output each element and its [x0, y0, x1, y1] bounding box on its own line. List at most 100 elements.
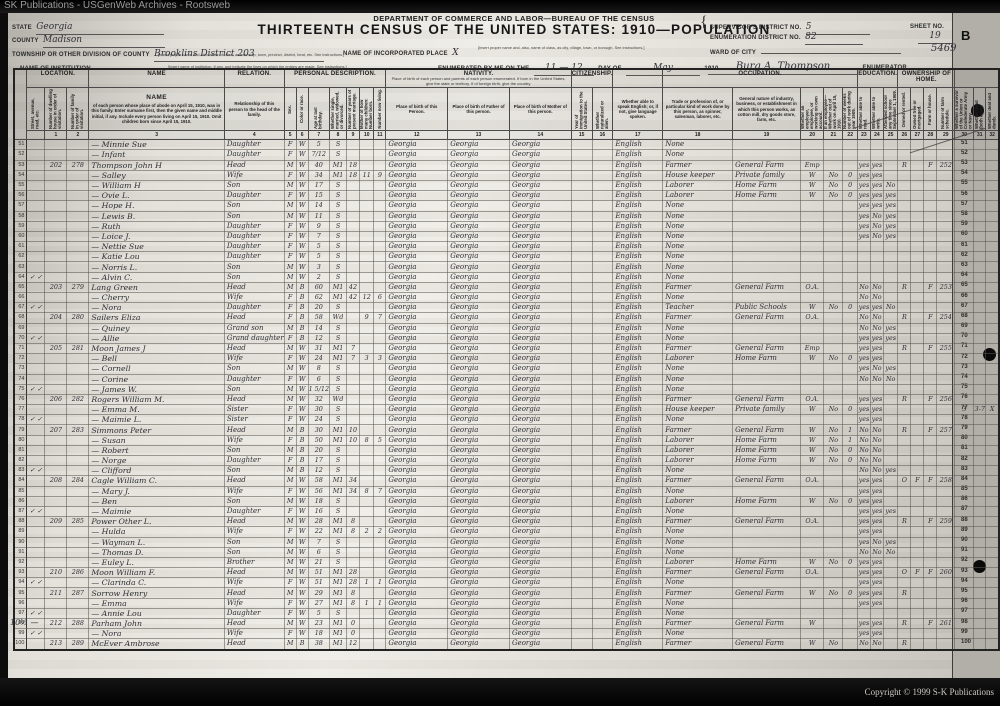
cell [842, 342, 858, 355]
cell: Son [223, 210, 285, 222]
table-row: 86— Ben Son M W 18 S Georgia Georgia Georgia Engl… [13, 495, 1000, 507]
column-group-header: OCCUPATION. [662, 68, 858, 89]
cell [66, 271, 90, 283]
cell: None [662, 139, 734, 151]
cell [856, 241, 871, 253]
cell [936, 597, 956, 609]
cell: No [882, 373, 899, 385]
cell [823, 414, 844, 426]
cell [985, 373, 1000, 385]
cell [954, 567, 975, 579]
cell [897, 261, 912, 273]
cell: M [283, 587, 297, 599]
cell: B [295, 454, 309, 467]
cell: 20 [307, 302, 331, 314]
cell [910, 251, 925, 263]
cell: 24 [307, 414, 331, 426]
cell [973, 383, 987, 395]
cell: 12 [307, 465, 331, 477]
cell [373, 556, 387, 569]
cell [346, 139, 360, 151]
cell: Georgia [385, 200, 449, 212]
cell [923, 291, 938, 304]
cell [591, 179, 614, 192]
cell [732, 597, 801, 609]
cell [799, 485, 825, 497]
cell [973, 353, 987, 365]
cell [799, 373, 825, 385]
cell: yes [869, 567, 884, 579]
table-row: 76 206 282 Rogers William M. Head M W 32 Wd Georg… [13, 393, 1000, 406]
cell: 7 [373, 312, 387, 324]
cell [44, 383, 68, 395]
column-group-header: NAME [88, 68, 225, 89]
cell: 213 [44, 638, 68, 651]
line-number: 97 [13, 607, 28, 620]
cell: Daughter [223, 220, 285, 232]
cell [910, 536, 925, 548]
cell [954, 291, 975, 304]
cell [842, 149, 858, 161]
cell [936, 291, 956, 304]
column-header: Number of farm schedule. [936, 87, 956, 132]
supervisor-field: SUPERVISOR'S DISTRICT NO. 5 [710, 16, 870, 35]
cell: 29 [307, 587, 331, 599]
cell [823, 261, 844, 273]
cell: 212 [44, 617, 68, 630]
cell: General Farm [732, 312, 801, 324]
cell: English [612, 628, 664, 640]
cell [358, 281, 375, 294]
cell [799, 251, 825, 263]
cell: M [283, 536, 297, 548]
cell [66, 495, 90, 507]
cell: Georgia [385, 241, 449, 253]
cell: 206 [44, 393, 68, 406]
cell: Georgia [447, 322, 510, 334]
cell: Georgia [508, 220, 572, 232]
cell [973, 577, 987, 589]
cell: Georgia [508, 342, 572, 355]
cell: W [295, 495, 309, 507]
column-group-header: PERSONAL DESCRIPTION. [283, 68, 387, 89]
line-number: 66 [13, 291, 28, 304]
cell: 50 [307, 434, 331, 446]
cell [897, 139, 912, 151]
cell [346, 241, 360, 253]
cell: S [329, 179, 347, 192]
cell: None [662, 607, 734, 620]
cell [842, 393, 858, 406]
cell [26, 393, 46, 406]
cell: Daughter [223, 454, 285, 467]
cell: yes [882, 465, 899, 477]
cell [973, 322, 987, 334]
line-number: 71 [13, 342, 28, 355]
cell: M1 [329, 567, 347, 579]
cell [358, 607, 375, 620]
cell [823, 312, 844, 324]
cell [842, 200, 858, 212]
cell: No [823, 353, 844, 365]
cell [936, 261, 956, 273]
column-header: Number now living. [373, 87, 387, 132]
cell: 58 [307, 312, 331, 324]
cell: 28 [346, 567, 360, 579]
cell: W [295, 526, 309, 538]
cell: Head [223, 281, 285, 294]
cell [66, 485, 90, 497]
line-number: 77 [13, 404, 28, 416]
cell: R [897, 159, 912, 171]
cell: — Susan [88, 434, 225, 446]
cell [842, 159, 858, 171]
cell [954, 607, 975, 620]
cell: None [662, 577, 734, 589]
cell [985, 332, 1000, 344]
cell: S [329, 190, 347, 202]
cell [591, 383, 614, 395]
cell: Home Farm [732, 353, 801, 365]
state-field: STATE Georgia [12, 16, 165, 35]
column-header: Color or race. [295, 87, 309, 132]
cell [985, 505, 1000, 518]
cell [923, 302, 938, 314]
cell: 259 [936, 516, 956, 528]
cell [44, 241, 68, 253]
